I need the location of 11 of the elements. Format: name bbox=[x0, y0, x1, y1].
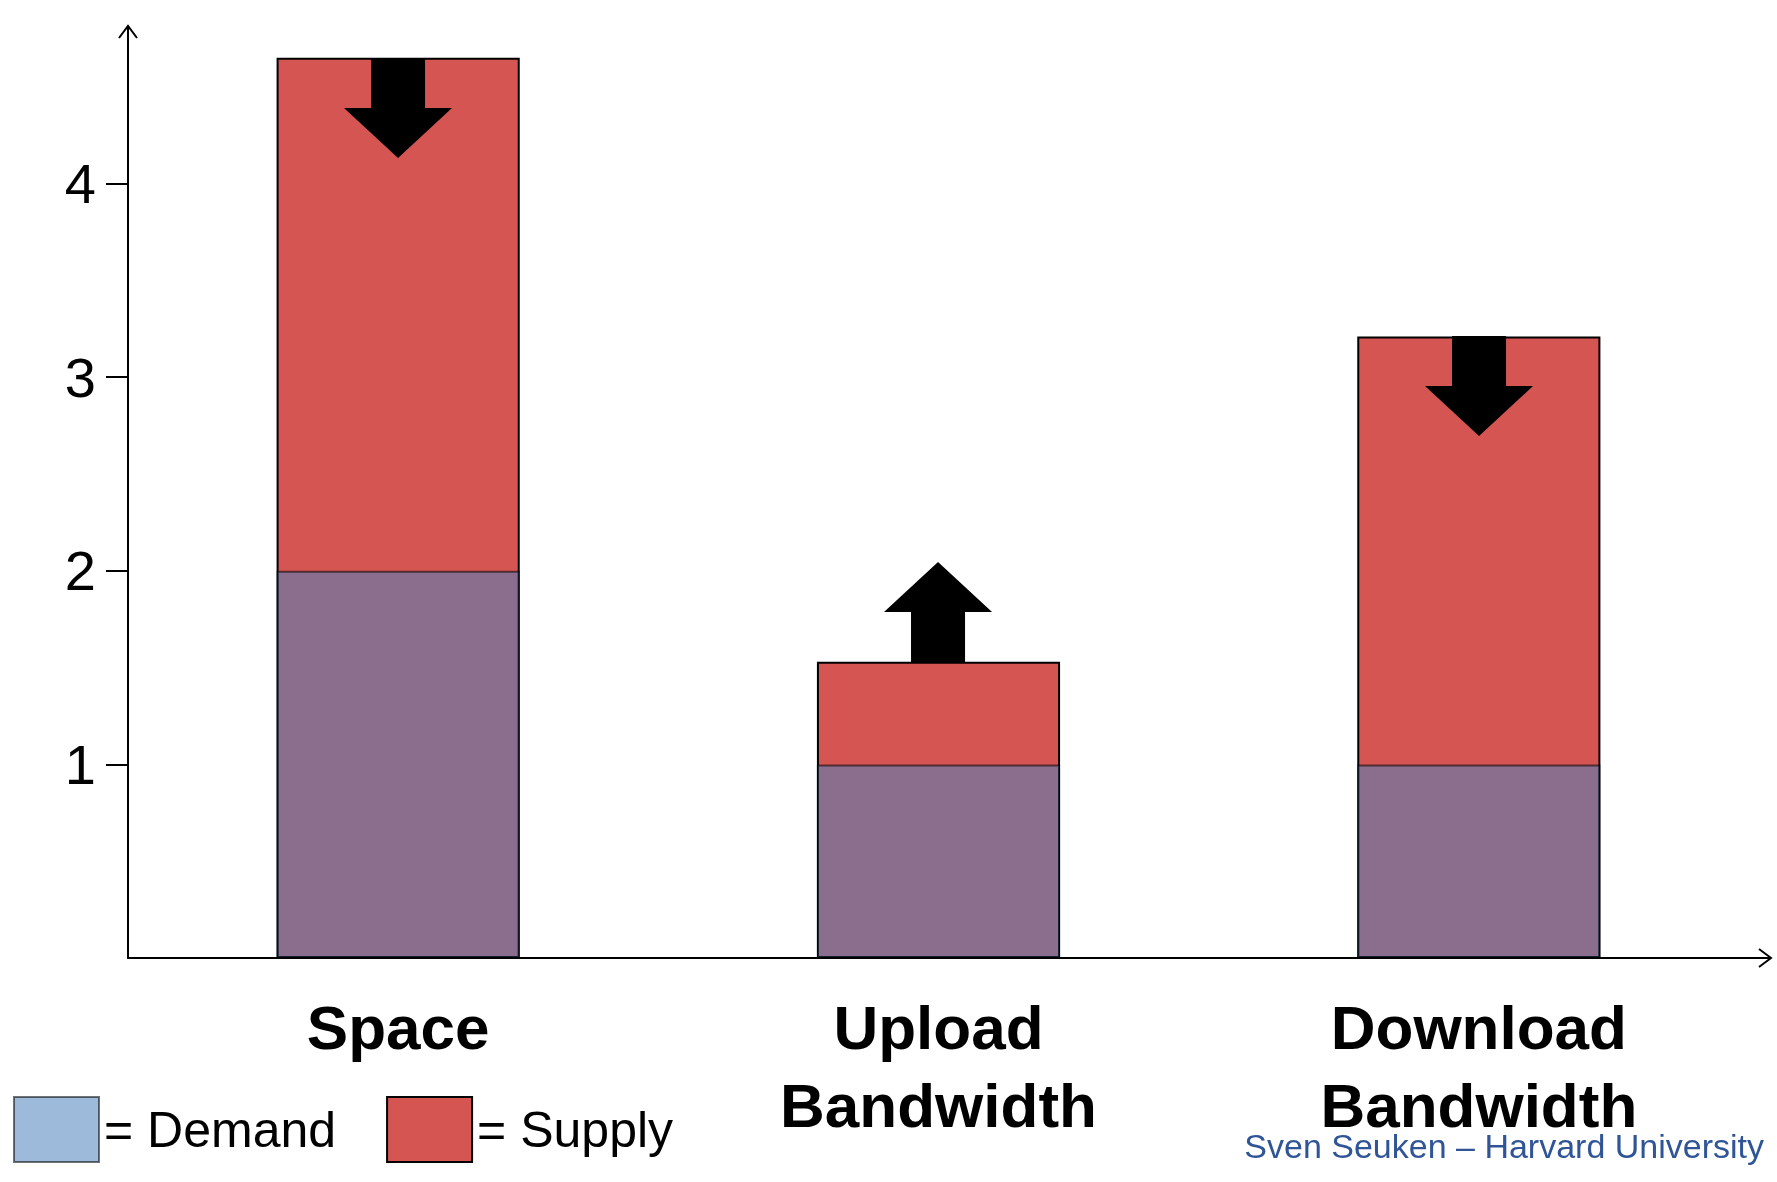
x-tick-label: Upload Bandwidth bbox=[780, 992, 1097, 1140]
bar bbox=[276, 570, 520, 958]
y-tick-label: 3 bbox=[64, 345, 96, 409]
bar bbox=[1357, 764, 1601, 958]
legend-label: = Demand bbox=[104, 1101, 337, 1158]
bar bbox=[816, 764, 1061, 958]
y-tick-label: 2 bbox=[64, 539, 96, 603]
y-tick-label: 1 bbox=[64, 732, 96, 796]
y-tick-label: 4 bbox=[64, 152, 96, 216]
legend-label: = Supply bbox=[477, 1101, 674, 1158]
x-tick-label: Space bbox=[306, 992, 490, 1062]
